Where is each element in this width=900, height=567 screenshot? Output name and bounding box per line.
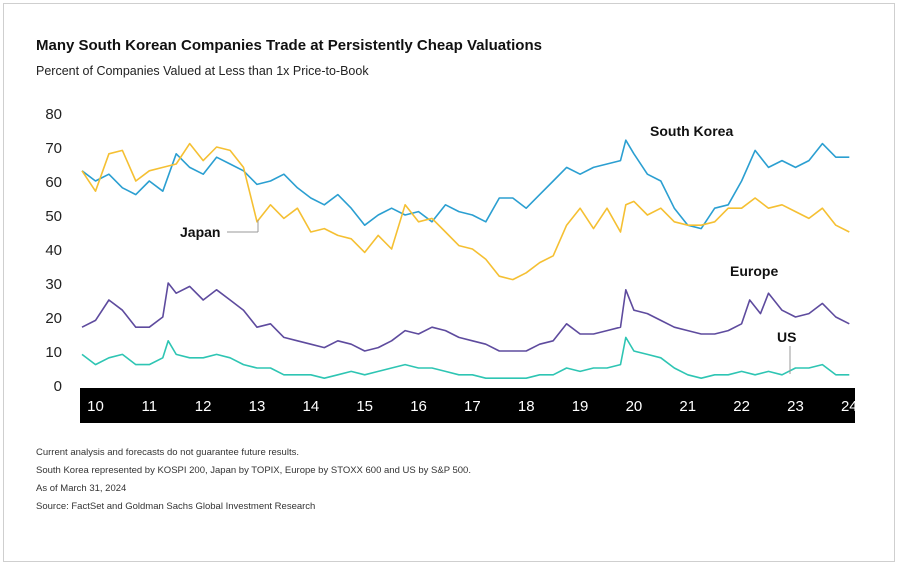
note-date: As of March 31, 2024	[36, 483, 127, 494]
y-tick-label: 30	[45, 276, 62, 293]
y-tick-label: 0	[54, 378, 62, 395]
x-axis-band	[80, 388, 855, 423]
x-tick-label: 13	[249, 398, 266, 415]
note-disclaimer: Current analysis and forecasts do not gu…	[36, 447, 299, 458]
chart-notes: Current analysis and forecasts do not gu…	[36, 444, 471, 516]
series-line-japan	[81, 142, 850, 281]
series-line-south-korea	[81, 139, 850, 230]
annotation-japan: Japan	[180, 224, 220, 240]
x-tick-label: 24	[841, 398, 858, 415]
chart-frame	[3, 3, 895, 562]
note-indices: South Korea represented by KOSPI 200, Ja…	[36, 465, 471, 476]
annotation-us: US	[777, 329, 796, 345]
series-line-us	[81, 336, 850, 380]
y-tick-label: 20	[45, 310, 62, 327]
x-tick-label: 16	[410, 398, 427, 415]
x-tick-label: 17	[464, 398, 481, 415]
y-tick-label: 80	[45, 106, 62, 123]
x-tick-label: 19	[572, 398, 589, 415]
x-axis: 10 11 12 13 14 15 16 17 18 19 20 21 22 23 24	[87, 398, 858, 415]
x-tick-label: 12	[195, 398, 212, 415]
annotation-south-korea: South Korea	[650, 123, 733, 139]
series-annotations: South Korea Japan Europe US	[180, 123, 796, 374]
y-tick-label: 10	[45, 344, 62, 361]
series-line-europe	[81, 282, 850, 352]
x-tick-label: 15	[356, 398, 373, 415]
note-source: Source: FactSet and Goldman Sachs Global…	[36, 501, 316, 512]
y-axis: 0 10 20 30 40 50 60 70 80	[45, 106, 62, 395]
x-tick-label: 20	[626, 398, 643, 415]
x-tick-label: 10	[87, 398, 104, 415]
x-tick-label: 22	[733, 398, 750, 415]
y-tick-label: 40	[45, 242, 62, 259]
y-tick-label: 70	[45, 140, 62, 157]
x-tick-label: 18	[518, 398, 535, 415]
x-tick-label: 14	[303, 398, 320, 415]
y-tick-label: 60	[45, 174, 62, 191]
chart-title: Many South Korean Companies Trade at Per…	[36, 37, 542, 54]
x-tick-label: 23	[787, 398, 804, 415]
y-tick-label: 50	[45, 208, 62, 225]
chart-subtitle: Percent of Companies Valued at Less than…	[36, 64, 369, 78]
x-tick-label: 11	[142, 398, 158, 415]
x-tick-label: 21	[679, 398, 696, 415]
series-lines	[81, 139, 850, 380]
annotation-europe: Europe	[730, 263, 778, 279]
